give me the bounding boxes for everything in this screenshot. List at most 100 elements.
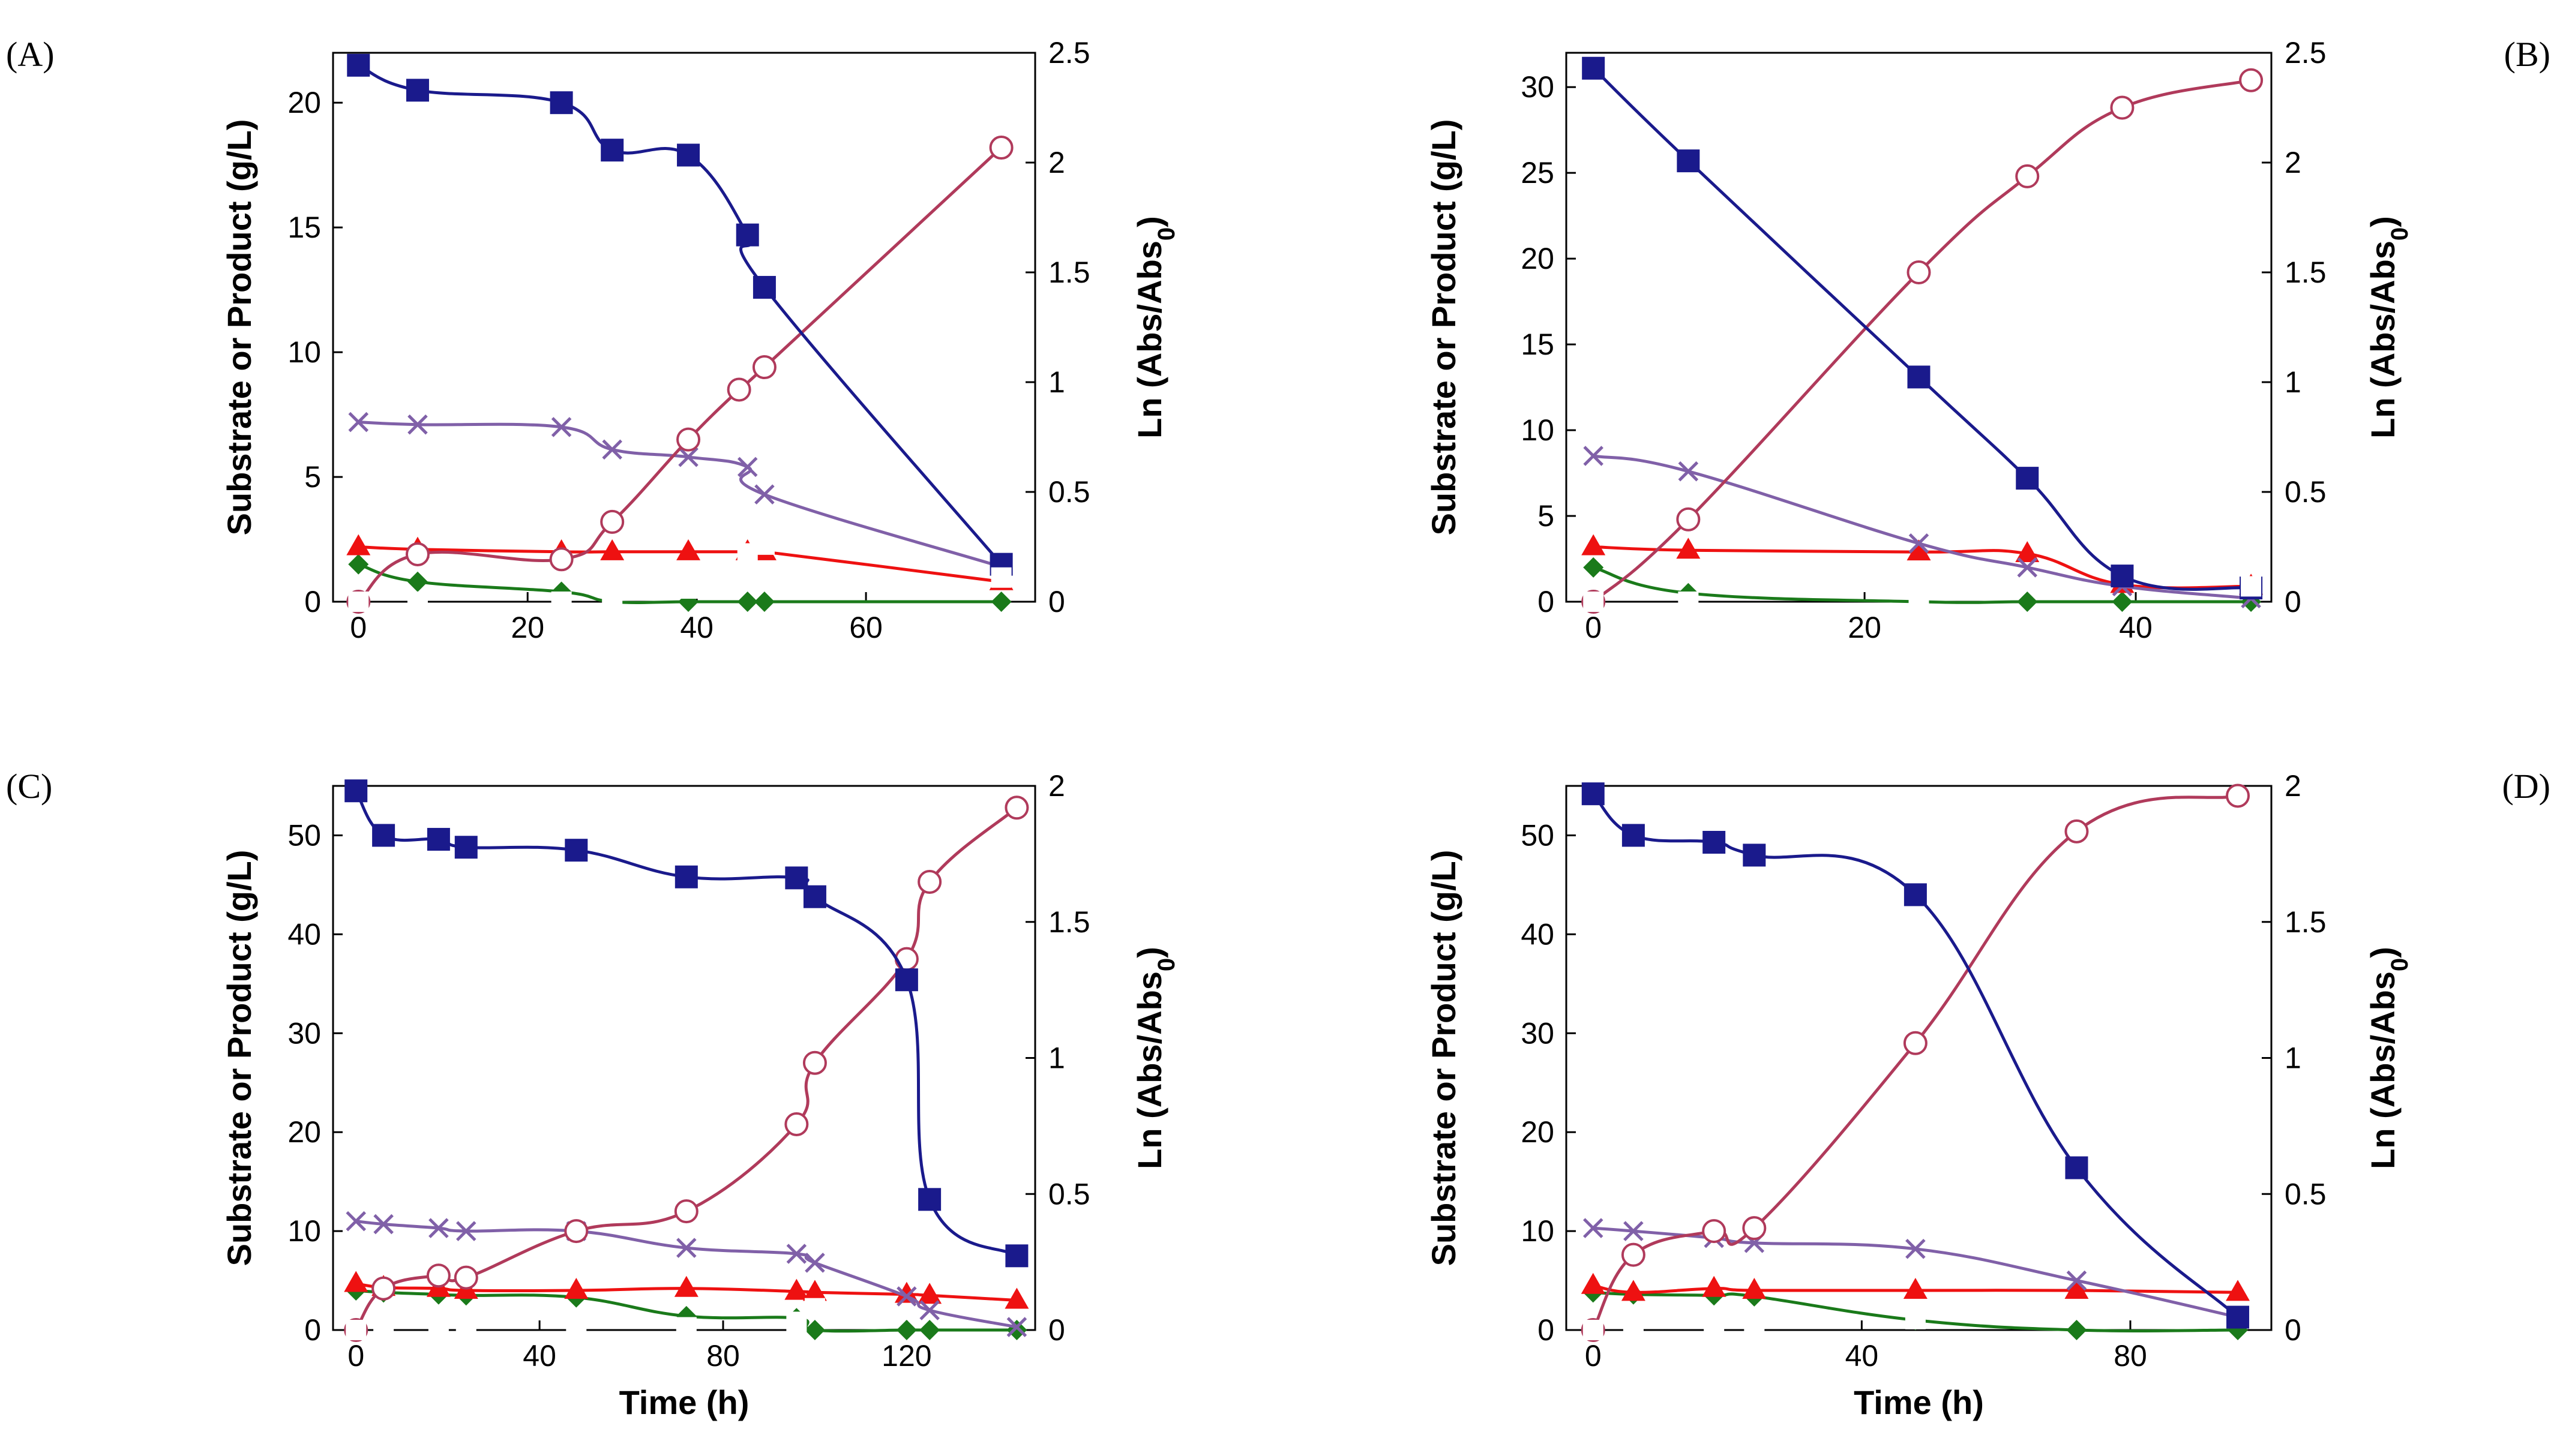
- data-point-glucose: [1903, 883, 1927, 906]
- data-point-glucose: [895, 968, 918, 992]
- data-point-xylose: [1583, 446, 1603, 466]
- series-line-glucose: [1591, 792, 2240, 1319]
- data-point-acid: [2226, 1280, 2250, 1301]
- series-line-other: [356, 563, 1003, 604]
- data-point-acid: [676, 539, 701, 560]
- chart-panel-d: (D) 0 40 80 0 10 20 30 40 50 0 0.5 1 1.5 2 Substrate or…: [1425, 767, 2550, 1421]
- series-ethanol: [346, 136, 1014, 614]
- data-point-xylose: [1908, 533, 1929, 554]
- y2-tick-label: 1.5: [1048, 905, 1090, 939]
- data-point-ln_abs: [1744, 1320, 1765, 1340]
- y-tick-label: 20: [287, 86, 321, 119]
- panel-label: (D): [2502, 767, 2550, 806]
- data-point-ln_abs: [455, 1320, 476, 1340]
- series-glucose: [1582, 56, 2263, 600]
- y2-tick-label: 2: [2285, 769, 2301, 803]
- data-point-acid: [600, 539, 625, 560]
- data-point-ln_abs: [1582, 1320, 1603, 1340]
- y2-tick-label: 1: [1048, 1041, 1065, 1075]
- data-point-xylose: [1905, 1239, 1926, 1259]
- data-point-glucose: [344, 779, 368, 803]
- y-tick-label: 50: [287, 818, 321, 852]
- data-point-acid: [802, 1280, 827, 1301]
- data-point-acid: [344, 1271, 368, 1292]
- data-point-ln_abs: [2112, 527, 2133, 548]
- data-point-ethanol: [2239, 68, 2264, 92]
- data-point-glucose: [1743, 843, 1766, 867]
- data-point-ln_abs: [1623, 1320, 1644, 1340]
- data-point-glucose: [736, 223, 759, 247]
- y-tick-label: 30: [287, 1016, 321, 1050]
- data-point-xylose: [2017, 557, 2038, 578]
- data-point-other: [1006, 1320, 1027, 1340]
- data-point-xylose: [407, 414, 428, 435]
- data-point-acid: [1581, 1272, 1605, 1294]
- series-line-ethanol: [356, 146, 1003, 604]
- x-axis-title: Time (h): [1854, 1383, 1984, 1421]
- data-point-ln_abs: [1006, 1211, 1027, 1232]
- data-point-ln_abs: [1583, 592, 1604, 612]
- series-acid: [344, 1271, 1029, 1309]
- y2-tick-label: 2: [2285, 146, 2301, 179]
- y2-axis-title: Ln (Abs/Abs0): [2364, 216, 2413, 439]
- y-tick-label: 5: [304, 460, 321, 494]
- data-point-other: [991, 592, 1012, 612]
- data-point-ethanol: [2110, 95, 2135, 120]
- data-point-ethanol: [784, 1112, 809, 1136]
- data-point-acid: [2015, 541, 2040, 562]
- data-point-xylose: [805, 1253, 825, 1273]
- data-point-other: [919, 1320, 940, 1340]
- data-point-glucose: [1702, 830, 1726, 854]
- x-tick-label: 0: [350, 611, 367, 644]
- data-point-ethanol: [600, 509, 625, 534]
- data-point-ethanol: [676, 427, 701, 452]
- data-point-acid: [1906, 539, 1931, 561]
- x-tick-label: 40: [1845, 1339, 1879, 1373]
- data-point-xylose: [897, 1286, 917, 1307]
- data-point-ethanol: [674, 1199, 699, 1224]
- y2-axis-title-subscript: 0: [2387, 227, 2413, 241]
- data-point-ln_abs: [348, 592, 369, 612]
- data-point-xylose: [678, 447, 699, 467]
- y-tick-label: 0: [1537, 585, 1554, 619]
- data-point-xylose: [455, 1221, 476, 1241]
- data-point-ln_abs: [407, 592, 428, 612]
- data-point-acid: [1676, 538, 1701, 559]
- data-point-ln_abs: [678, 578, 699, 599]
- series-acid: [1581, 1272, 2250, 1301]
- y-tick-label: 20: [1521, 242, 1554, 275]
- series-xylose: [348, 412, 1012, 577]
- x-tick-label: 80: [2114, 1339, 2147, 1373]
- data-point-acid: [1742, 1278, 1767, 1299]
- y-tick-label: 15: [287, 211, 321, 244]
- data-point-ln_abs: [786, 1311, 807, 1332]
- data-point-other: [2112, 592, 2133, 612]
- data-point-ln_abs: [428, 1320, 449, 1340]
- data-point-acid: [2064, 1278, 2089, 1299]
- y-tick-label: 20: [287, 1115, 321, 1149]
- data-point-glucose: [1582, 56, 1605, 80]
- series-glucose: [1581, 782, 2250, 1329]
- y2-axis-title-end: ): [2364, 216, 2402, 227]
- data-point-acid: [918, 1283, 942, 1304]
- data-point-xylose: [602, 439, 622, 460]
- y2-tick-label: 0: [2285, 585, 2301, 619]
- data-point-ln_abs: [676, 1317, 697, 1338]
- y2-tick-label: 2: [1048, 769, 1065, 803]
- data-point-glucose: [677, 143, 700, 167]
- data-point-glucose: [601, 139, 624, 162]
- data-point-ethanol: [2015, 164, 2040, 188]
- y2-tick-label: 0.5: [1048, 475, 1090, 509]
- data-point-glucose: [1005, 1244, 1029, 1268]
- data-point-ln_abs: [602, 592, 623, 612]
- chart-panel-a: (A) 0 20 40 60 0 5 10 15 20 0 0.5 1 1.5 2 2.5 Substrate …: [6, 35, 1180, 644]
- data-point-other: [2017, 592, 2038, 612]
- data-point-xylose: [737, 457, 758, 478]
- y2-tick-label: 0.5: [1048, 1177, 1090, 1211]
- data-point-ethanol: [1702, 1219, 1726, 1244]
- data-point-other: [2066, 1320, 2087, 1340]
- data-point-xylose: [1678, 461, 1699, 482]
- y2-axis-title: Ln (Abs/Abs0): [2364, 947, 2413, 1169]
- data-point-xylose: [786, 1244, 807, 1264]
